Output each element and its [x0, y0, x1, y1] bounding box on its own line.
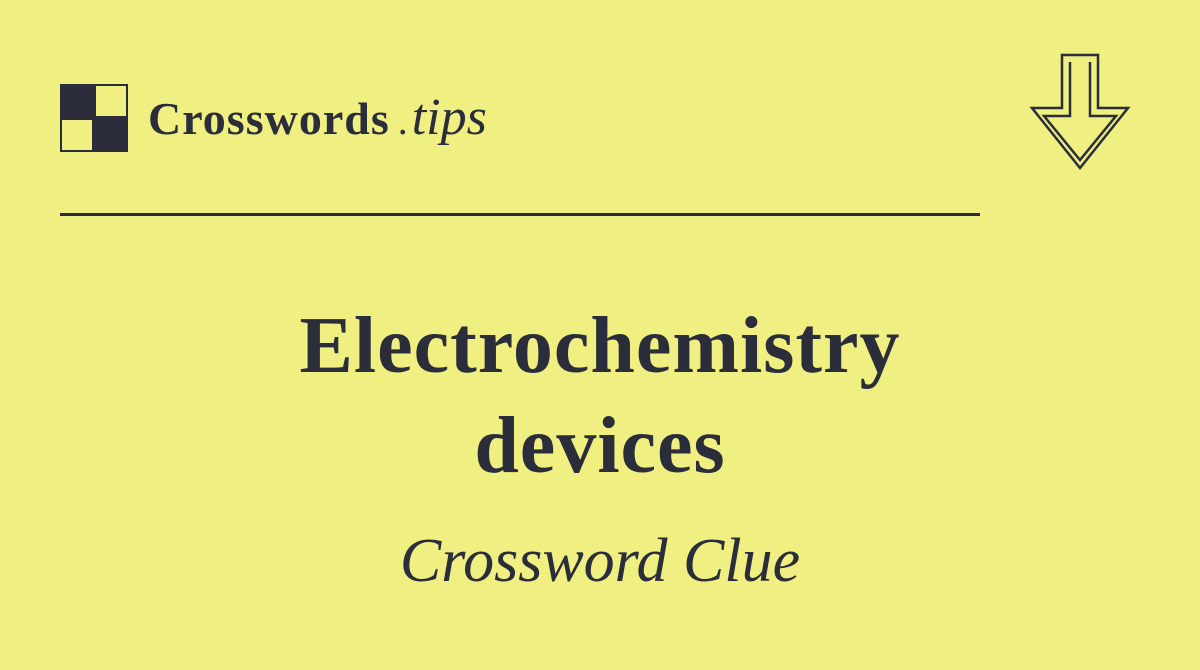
logo-crosswords-text: Crosswords: [148, 92, 390, 145]
main-content: Electrochemistry devices Crossword Clue: [0, 216, 1200, 597]
crossword-logo-icon: [60, 84, 128, 152]
clue-title: Electrochemistry devices: [0, 296, 1200, 496]
logo-section: Crosswords . tips: [60, 84, 487, 152]
logo-tips-text: tips: [412, 88, 487, 147]
logo-dot: .: [398, 97, 408, 144]
down-arrow-icon: [1020, 50, 1140, 185]
header: Crosswords . tips: [0, 0, 1200, 185]
clue-title-line1: Electrochemistry: [300, 302, 901, 390]
clue-subtitle: Crossword Clue: [0, 526, 1200, 597]
clue-title-line2: devices: [474, 402, 725, 490]
logo-text: Crosswords . tips: [148, 88, 487, 147]
